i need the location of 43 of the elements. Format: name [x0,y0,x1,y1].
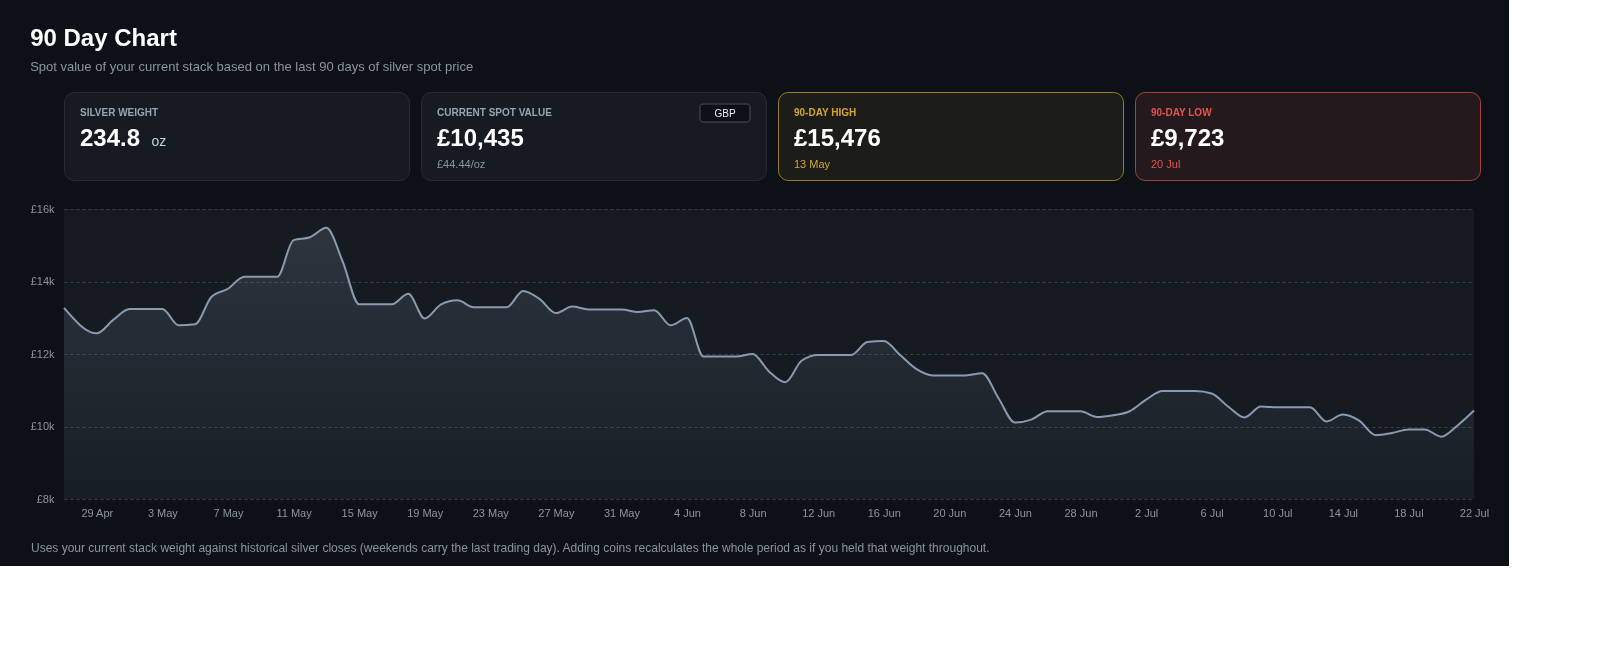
x-tick-label: 2 Jul [1134,506,1159,519]
text: 13 May [794,158,831,170]
text: GBP [714,108,736,119]
x-tick-label: 8 Jun [739,506,767,519]
text: 90-DAY HIGH [794,107,857,118]
x-tick-label: 16 Jun [867,506,901,519]
text: CURRENT SPOT VALUE [437,107,553,118]
text: SILVER WEIGHT [80,107,159,118]
chart-subtitle: Spot value of your current stack based on the last 90 days of silver spot price [30,58,474,74]
x-tick-label: 31 May [603,506,641,519]
y-tick-label: £8k [36,492,55,505]
x-tick-label: 24 Jun [998,506,1032,519]
x-tick-label: 27 May [538,506,575,519]
x-tick-label: 11 May [276,506,313,519]
x-tick-label: 18 Jul [1394,506,1424,519]
text: £10,435 [437,124,524,151]
text: £9,723 [1151,124,1225,151]
y-tick-label: £16k [30,202,55,215]
x-tick-label: 10 Jul [1263,506,1293,519]
x-tick-label: 3 May [147,506,179,519]
x-tick-label: 4 Jun [674,506,701,519]
x-tick-label: 15 May [341,506,379,519]
x-tick-label: 23 May [472,506,510,519]
x-tick-label: 22 Jul [1459,506,1490,519]
x-tick-label: 12 Jun [802,506,836,519]
x-tick-label: 6 Jul [1200,506,1224,519]
text: 234.8 [80,124,141,151]
x-tick-label: 28 Jun [1064,506,1098,519]
text: £44.44/oz [437,158,486,170]
x-tick-label: 14 Jul [1328,506,1359,519]
y-tick-label: £14k [30,275,55,287]
text: £15,476 [794,124,881,151]
text: Uses your current stack weight against historical silver closes (weekends carry the last trading day). Adding coins recalculates the whole period as if you held that weight throughout. [31,541,990,555]
y-tick-label: £12k [30,347,55,360]
chart-title: 90 Day Chart [30,23,177,51]
text: 90-DAY LOW [1151,107,1213,118]
y-tick-label: £10k [30,420,55,432]
x-tick-label: 7 May [213,506,244,519]
x-tick-label: 29 Apr [81,506,114,519]
x-tick-label: 20 Jun [933,506,967,519]
text: oz [151,133,167,149]
text: 20 Jul [1151,158,1181,170]
x-tick-label: 19 May [407,506,444,519]
